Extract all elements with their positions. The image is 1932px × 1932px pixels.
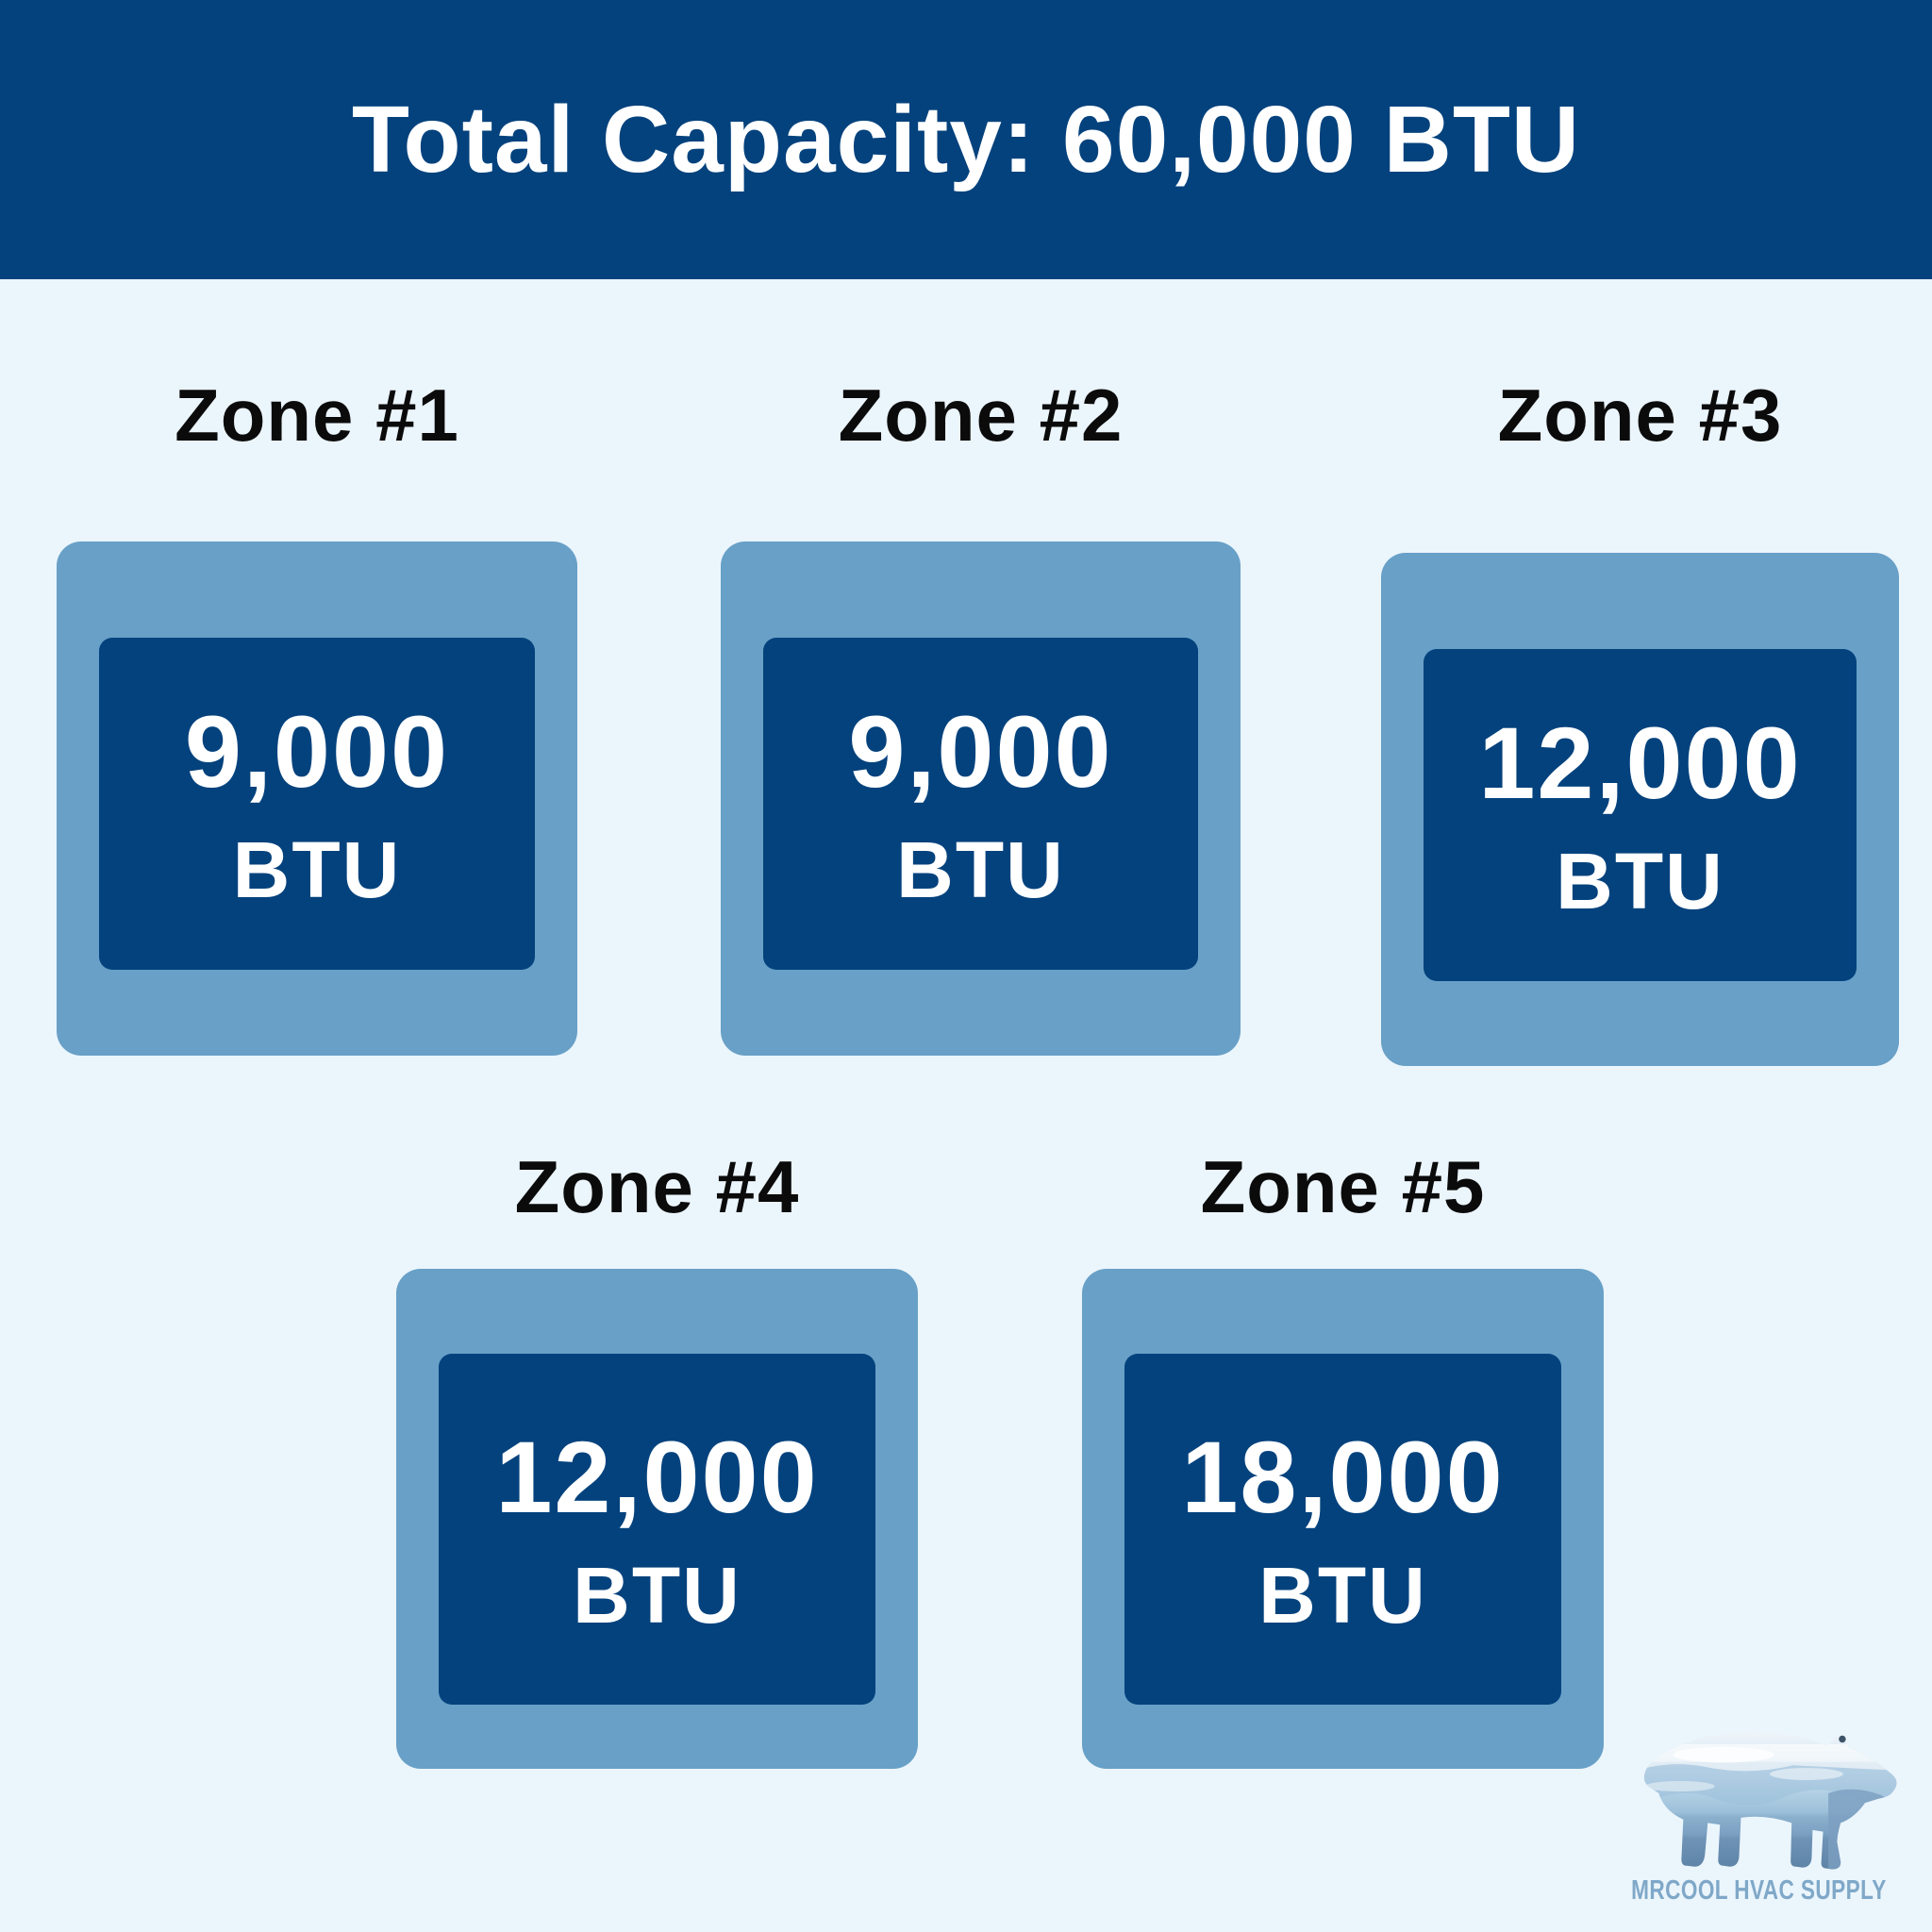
zone-5-label: Zone #5: [1200, 1145, 1486, 1228]
zone-3-card: 12,000 BTU: [1381, 553, 1899, 1066]
zone-3-capacity-box: 12,000 BTU: [1424, 649, 1857, 981]
zone-5-unit: BTU: [1258, 1550, 1427, 1640]
zone-5-card: 18,000 BTU: [1082, 1269, 1604, 1769]
brand-logo-text: MRCOOL HVAC SUPPLY: [1630, 1875, 1887, 1906]
page-title: Total Capacity: 60,000 BTU: [351, 87, 1581, 192]
zone-5-capacity-box: 18,000 BTU: [1124, 1354, 1561, 1705]
zone-2-unit: BTU: [896, 824, 1065, 914]
zone-4-card: 12,000 BTU: [396, 1269, 918, 1769]
zone-4-value: 12,000: [495, 1420, 819, 1535]
zone-4-label: Zone #4: [514, 1145, 800, 1228]
zone-4-unit: BTU: [573, 1550, 741, 1640]
brand-logo: MRCOOL HVAC SUPPLY: [1613, 1709, 1904, 1905]
zone-2-card: 9,000 BTU: [721, 541, 1241, 1056]
zone-2-label: Zone #2: [838, 374, 1124, 457]
zone-3-unit: BTU: [1556, 836, 1724, 925]
zone-3-label: Zone #3: [1497, 374, 1783, 457]
zone-1-unit: BTU: [232, 824, 402, 914]
zone-2-capacity-box: 9,000 BTU: [763, 638, 1198, 970]
zone-1-value: 9,000: [184, 694, 450, 809]
zone-5-value: 18,000: [1181, 1420, 1505, 1535]
zone-3-value: 12,000: [1478, 706, 1802, 821]
zone-1-card: 9,000 BTU: [57, 541, 577, 1056]
zone-2-value: 9,000: [848, 694, 1113, 809]
zone-4-capacity-box: 12,000 BTU: [439, 1354, 875, 1705]
polar-bear-icon: [1643, 1731, 1897, 1870]
header-banner: Total Capacity: 60,000 BTU: [0, 0, 1932, 279]
zone-1-label: Zone #1: [175, 374, 459, 457]
zone-1-capacity-box: 9,000 BTU: [99, 638, 535, 970]
